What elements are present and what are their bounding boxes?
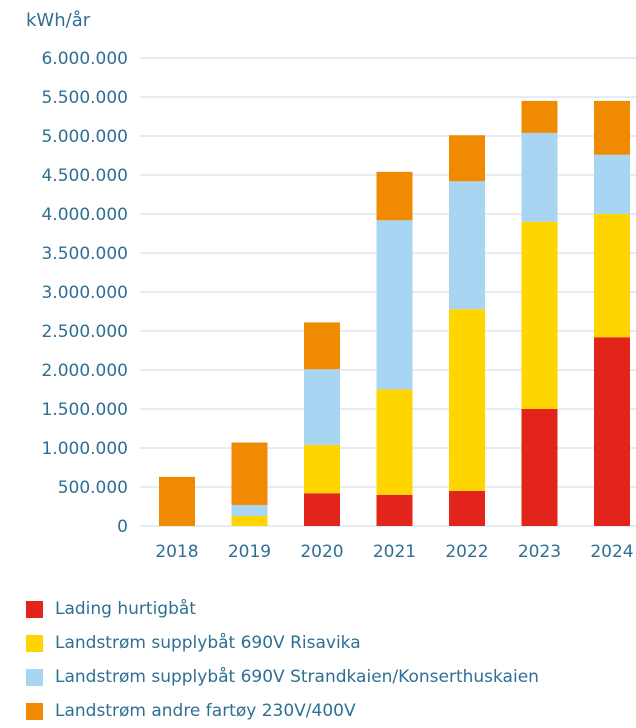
- bar-segment-2019-series-1: [231, 515, 268, 526]
- x-tick-label: 2020: [300, 542, 343, 562]
- y-tick-label: 6.000.000: [41, 49, 128, 69]
- y-tick-label: 500.000: [58, 478, 128, 498]
- bars: [159, 100, 630, 526]
- y-tick-label: 0: [117, 517, 128, 537]
- y-tick-label: 4.500.000: [41, 166, 128, 186]
- y-tick-label: 5.500.000: [41, 88, 128, 108]
- legend-label: Landstrøm supplybåt 690V Risavika: [55, 633, 361, 653]
- bar-segment-2023-series-2: [521, 132, 558, 222]
- x-tick-label: 2018: [155, 542, 198, 562]
- bar-segment-2020-series-3: [304, 322, 340, 370]
- bar-segment-2022-series-1: [449, 309, 485, 491]
- legend-label: Lading hurtigbåt: [55, 599, 196, 619]
- y-tick-label: 1.000.000: [41, 439, 128, 459]
- x-tick-label: 2024: [590, 542, 633, 562]
- bar-segment-2019-series-2: [231, 504, 268, 516]
- legend-label: Landstrøm andre fartøy 230V/400V: [55, 701, 356, 721]
- bar-segment-2022-series-2: [449, 181, 485, 310]
- y-tick-label: 5.000.000: [41, 127, 128, 147]
- legend-item-landstrom-strandkaien: Landstrøm supplybåt 690V Strandkaien/Kon…: [26, 660, 539, 694]
- bar-segment-2022-series-0: [449, 490, 485, 526]
- legend-item-landstrom-andre-fartoy: Landstrøm andre fartøy 230V/400V: [26, 694, 539, 728]
- x-tick-label: 2023: [518, 542, 561, 562]
- bar-segment-2024-series-3: [594, 100, 630, 155]
- bar-segment-2021-series-1: [376, 389, 413, 495]
- x-axis-ticks: 2018 2019 2020 2021 2022 2023 2024: [155, 542, 633, 562]
- bar-segment-2020-series-0: [304, 493, 340, 526]
- bar-segment-2024-series-0: [594, 337, 630, 526]
- bar-segment-2021-series-2: [376, 220, 413, 390]
- bar-segment-2024-series-1: [594, 214, 630, 338]
- bar-segment-2021-series-0: [376, 494, 413, 526]
- y-tick-label: 1.500.000: [41, 400, 128, 420]
- legend-swatch: [26, 634, 43, 652]
- x-tick-label: 2022: [445, 542, 488, 562]
- legend-label: Landstrøm supplybåt 690V Strandkaien/Kon…: [55, 667, 539, 687]
- y-tick-label: 2.000.000: [41, 361, 128, 381]
- stacked-bar-chart: kWh/år 0 500.000 1.000.000 1.500.000 2.000.0…: [26, 10, 636, 562]
- legend-swatch: [26, 668, 43, 686]
- bar-segment-2022-series-3: [449, 135, 485, 182]
- x-tick-label: 2021: [373, 542, 416, 562]
- legend-swatch: [26, 600, 43, 618]
- bar-segment-2019-series-3: [231, 442, 268, 505]
- bar-segment-2020-series-2: [304, 369, 340, 445]
- legend: Lading hurtigbåt Landstrøm supplybåt 690…: [26, 592, 539, 728]
- y-tick-label: 2.500.000: [41, 322, 128, 342]
- bar-segment-2021-series-3: [376, 171, 413, 221]
- legend-item-lading-hurtigbat: Lading hurtigbåt: [26, 592, 539, 626]
- y-axis-ticks: 0 500.000 1.000.000 1.500.000 2.000.000 2.500…: [41, 49, 128, 537]
- bar-segment-2018-series-3: [159, 476, 195, 526]
- y-axis-label: kWh/år: [26, 10, 91, 31]
- y-tick-label: 3.000.000: [41, 283, 128, 303]
- y-tick-label: 3.500.000: [41, 244, 128, 264]
- bar-segment-2023-series-1: [521, 221, 558, 409]
- bar-segment-2023-series-0: [521, 409, 558, 526]
- legend-item-landstrom-risavika: Landstrøm supplybåt 690V Risavika: [26, 626, 539, 660]
- bar-segment-2020-series-1: [304, 444, 340, 494]
- bar-segment-2024-series-2: [594, 154, 630, 214]
- y-tick-label: 4.000.000: [41, 205, 128, 225]
- legend-swatch: [26, 702, 43, 720]
- bar-segment-2023-series-3: [521, 100, 558, 133]
- x-tick-label: 2019: [228, 542, 271, 562]
